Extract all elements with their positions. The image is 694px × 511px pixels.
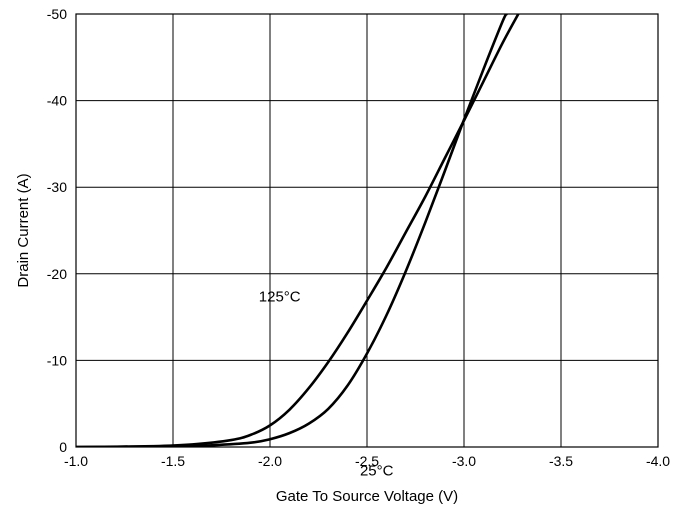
y-tick-labels: 0 -10 -20 -30 -40 -50 (47, 6, 67, 455)
annotation-label: 125°C (259, 289, 301, 306)
series-layer (76, 14, 520, 447)
series-line-1 (76, 14, 508, 447)
y-tick-label: -40 (47, 93, 67, 109)
x-tick-labels: -1.0 -1.5 -2.0 -2.5 -3.0 -3.5 -4.0 (64, 453, 670, 469)
y-tick-label: -50 (47, 6, 67, 22)
series-line-0 (76, 14, 520, 447)
grid (75, 13, 659, 448)
y-tick-label: -30 (47, 179, 67, 195)
x-tick-label: -1.5 (161, 453, 185, 469)
x-tick-label: -3.0 (452, 453, 476, 469)
y-axis-title: Drain Current (A) (15, 173, 32, 287)
y-tick-label: 0 (59, 439, 67, 455)
annotation-label: 25°C (360, 463, 394, 480)
y-tick-label: -20 (47, 266, 67, 282)
annotations: 125°C 25°C (259, 289, 394, 480)
x-tick-label: -1.0 (64, 453, 88, 469)
x-tick-label: -2.5 (355, 453, 379, 469)
x-tick-label: -4.0 (646, 453, 670, 469)
plot-frame (75, 13, 659, 448)
x-axis-title: Gate To Source Voltage (V) (276, 488, 458, 505)
x-tick-label: -2.0 (258, 453, 282, 469)
x-tick-label: -3.5 (549, 453, 573, 469)
y-tick-label: -10 (47, 352, 67, 368)
